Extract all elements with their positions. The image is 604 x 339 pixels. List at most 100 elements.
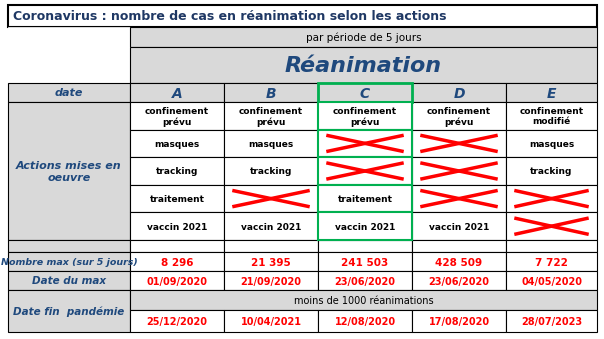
Bar (318, 213, 412, 240)
Text: Nombre max (sur 5 jours): Nombre max (sur 5 jours) (1, 258, 137, 267)
Bar (130, 252, 224, 271)
Bar (412, 213, 506, 240)
Bar (130, 240, 224, 252)
Bar (412, 240, 506, 252)
Bar (412, 129, 506, 157)
Bar (130, 271, 224, 290)
Text: 21/09/2020: 21/09/2020 (240, 277, 301, 286)
Text: vaccin 2021: vaccin 2021 (335, 223, 395, 232)
Text: vaccin 2021: vaccin 2021 (429, 223, 489, 232)
Text: confinement
prévu: confinement prévu (239, 107, 303, 127)
Bar (224, 213, 318, 240)
Bar (318, 185, 412, 213)
Bar (318, 157, 412, 185)
Bar (318, 83, 412, 102)
Text: confinement
prévu: confinement prévu (427, 107, 491, 127)
Bar (130, 185, 224, 213)
Text: vaccin 2021: vaccin 2021 (147, 223, 207, 232)
Text: 23/06/2020: 23/06/2020 (335, 277, 396, 286)
Text: tracking: tracking (156, 167, 198, 177)
Text: vaccin 2021: vaccin 2021 (241, 223, 301, 232)
Text: masques: masques (248, 140, 294, 149)
Text: C: C (360, 86, 370, 100)
Text: traitement: traitement (150, 195, 205, 204)
Bar (506, 240, 597, 252)
Text: 21 395: 21 395 (251, 258, 291, 267)
Text: 01/09/2020: 01/09/2020 (147, 277, 208, 286)
Bar (318, 129, 412, 157)
Text: 04/05/2020: 04/05/2020 (521, 277, 582, 286)
Bar (506, 271, 597, 290)
Text: B: B (266, 86, 276, 100)
Bar (412, 310, 506, 332)
Text: Réanimation: Réanimation (285, 56, 442, 76)
Text: date: date (55, 88, 83, 99)
Bar (130, 157, 224, 185)
Bar (130, 310, 224, 332)
Text: 241 503: 241 503 (341, 258, 388, 267)
Bar (318, 185, 412, 213)
Bar (8, 5, 597, 27)
Bar (506, 213, 597, 240)
Text: moins de 1000 réanimations: moins de 1000 réanimations (294, 296, 433, 306)
Text: E: E (547, 86, 556, 100)
Text: D: D (453, 86, 464, 100)
Bar (8, 47, 130, 83)
Bar (318, 129, 412, 157)
Bar (318, 157, 412, 185)
Text: masques: masques (155, 140, 200, 149)
Text: 12/08/2020: 12/08/2020 (335, 317, 396, 327)
Text: Date du max: Date du max (32, 277, 106, 286)
Bar (224, 83, 318, 102)
Bar (506, 252, 597, 271)
Text: 17/08/2020: 17/08/2020 (428, 317, 490, 327)
Text: par période de 5 jours: par période de 5 jours (306, 33, 422, 43)
Bar (318, 240, 412, 252)
Bar (224, 129, 318, 157)
Bar (130, 27, 597, 47)
Bar (506, 102, 597, 129)
Text: Actions mises en
oeuvre: Actions mises en oeuvre (16, 161, 122, 183)
Bar (8, 240, 130, 252)
Text: A: A (172, 86, 182, 100)
Bar (8, 271, 130, 290)
Bar (318, 252, 412, 271)
Bar (318, 83, 412, 102)
Text: 428 509: 428 509 (435, 258, 483, 267)
Bar (506, 185, 597, 213)
Bar (412, 157, 506, 185)
Bar (224, 252, 318, 271)
Bar (8, 27, 130, 47)
Bar (412, 83, 506, 102)
Bar (130, 47, 597, 83)
Bar (412, 185, 506, 213)
Bar (224, 102, 318, 129)
Bar (224, 157, 318, 185)
Text: Date fin  pandémie: Date fin pandémie (13, 307, 124, 317)
Text: traitement: traitement (338, 195, 393, 204)
Bar (412, 271, 506, 290)
Bar (130, 290, 597, 310)
Bar (506, 310, 597, 332)
Bar (224, 271, 318, 290)
Bar (8, 102, 130, 240)
Bar (224, 310, 318, 332)
Text: 7 722: 7 722 (535, 258, 568, 267)
Text: 28/07/2023: 28/07/2023 (521, 317, 582, 327)
Bar (318, 102, 412, 129)
Text: masques: masques (529, 140, 574, 149)
Text: tracking: tracking (250, 167, 292, 177)
Bar (506, 157, 597, 185)
Bar (130, 213, 224, 240)
Bar (318, 213, 412, 240)
Bar (130, 83, 224, 102)
Bar (318, 271, 412, 290)
Bar (224, 240, 318, 252)
Text: tracking: tracking (530, 167, 573, 177)
Bar (8, 252, 130, 271)
Bar (8, 83, 130, 102)
Bar (130, 102, 224, 129)
Text: 8 296: 8 296 (161, 258, 193, 267)
Text: 10/04/2021: 10/04/2021 (240, 317, 301, 327)
Bar (506, 83, 597, 102)
